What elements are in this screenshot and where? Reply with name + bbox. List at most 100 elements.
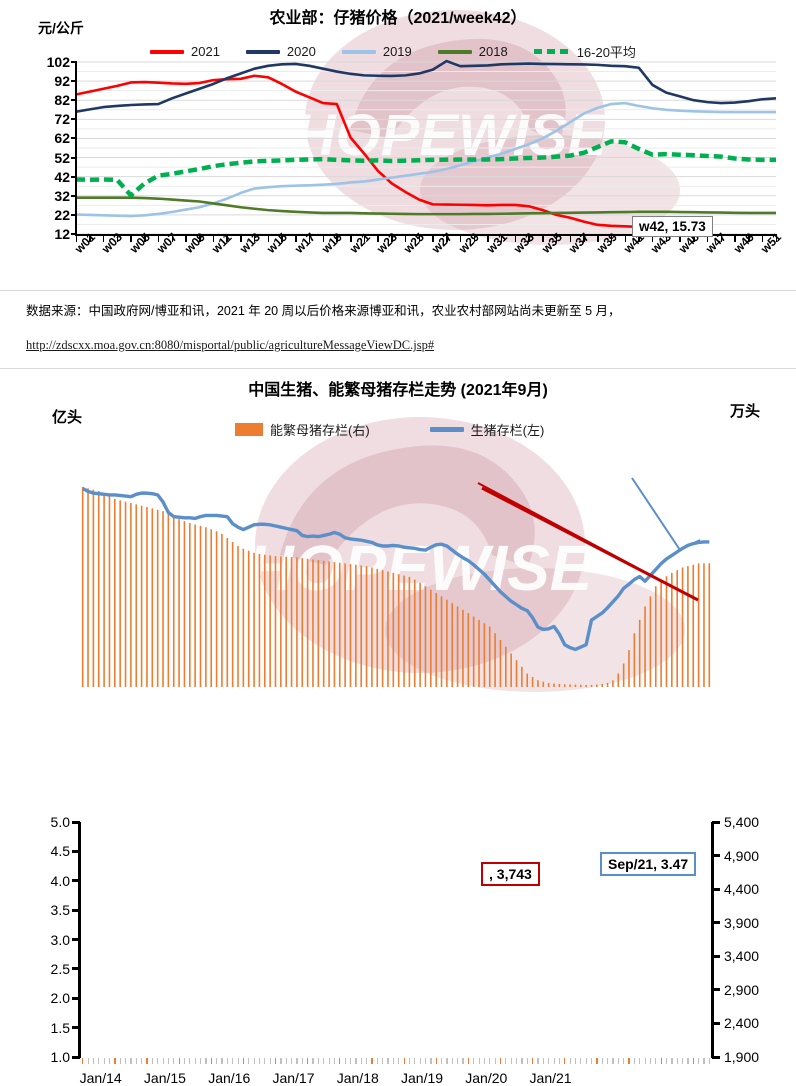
legend-line-2019: [341, 49, 376, 54]
chart2-xtick-mark: [660, 1058, 662, 1064]
chart2-xtick-mark: [499, 1058, 502, 1064]
chart2-xtick-label: Jan/21: [529, 1070, 572, 1086]
chart1-xtick-mark: [583, 236, 585, 242]
chart2-legend: 能繁母猪存栏(右) 生猪存栏(左): [235, 420, 570, 439]
chart2-xtick-mark: [328, 1058, 330, 1064]
chart2-xtick-mark: [532, 1058, 534, 1064]
chart1-xtick-mark: [363, 236, 366, 242]
chart1-xtick-mark: [226, 236, 228, 242]
chart2-xtick-mark: [682, 1058, 684, 1064]
chart1-xtick-mark: [693, 236, 695, 242]
chart2-xtick-mark: [130, 1058, 132, 1064]
chart2-xtick-mark: [419, 1058, 421, 1064]
chart2-xtick-mark: [333, 1058, 336, 1064]
legend-item-2019[interactable]: 2019: [341, 44, 412, 59]
chart1-y-axis-line: [75, 62, 77, 235]
chart2-xtick-label: Jan/16: [208, 1070, 251, 1086]
chart2-xtick-mark: [510, 1058, 512, 1064]
legend-label-2020: 2020: [286, 44, 316, 59]
chart2-xtick-mark: [87, 1058, 89, 1064]
chart1-xtick-mark: [446, 236, 448, 242]
legend-item-sow[interactable]: 能繁母猪存栏(右): [235, 420, 370, 439]
chart1-xtick-mark: [734, 236, 736, 242]
chart2-xtick-mark: [108, 1058, 111, 1064]
chart1-ytick: 52: [54, 149, 70, 166]
chart2-xtick-mark: [692, 1058, 694, 1064]
chart1-xtick-mark: [459, 236, 462, 242]
source-url-link[interactable]: http://zdscxx.moa.gov.cn:8080/misportal/…: [26, 338, 435, 352]
legend-item-2020[interactable]: 2020: [245, 44, 316, 59]
chart2-xtick-mark: [596, 1058, 598, 1064]
chart1-x-axis-line: [75, 234, 777, 236]
chart2-xtick-mark: [628, 1058, 630, 1064]
chart2-xtick-mark: [280, 1058, 282, 1064]
chart2-xtick-mark: [221, 1058, 223, 1064]
chart2-xtick-mark: [398, 1058, 400, 1064]
chart2-left-ytick: 1.0: [50, 1049, 70, 1065]
chart1-ytick-mark: [71, 137, 77, 140]
legend-swatch-sow: [235, 423, 263, 436]
chart1-xtick-mark: [473, 236, 476, 242]
chart1-xtick-mark: [185, 236, 187, 242]
chart2-xtick-mark: [558, 1058, 561, 1064]
chart2-xtick-mark: [489, 1058, 491, 1064]
chart1-xtick-mark: [267, 236, 270, 242]
chart1-xtick-mark: [761, 236, 764, 242]
chart1-xtick-mark: [75, 236, 77, 242]
chart2-xtick-mark: [435, 1058, 437, 1064]
chart2-xtick-mark: [371, 1058, 373, 1064]
chart1-xtick-mark: [610, 236, 613, 242]
chart2-xtick-mark: [258, 1058, 261, 1064]
chart1-title: 农业部：仔猪价格（2021/week42）: [269, 10, 527, 27]
chart2-right-ytick: 2,900: [724, 981, 760, 998]
chart2-xtick-label: Jan/18: [336, 1070, 379, 1086]
chart2-xtick-mark: [478, 1058, 480, 1064]
chart1-ytick: 22: [54, 206, 70, 223]
chart2-left-ytick: 4.5: [50, 843, 70, 860]
chart2-xtick-mark: [403, 1058, 405, 1064]
series-line-2019: [76, 103, 776, 216]
chart2-xtick-mark: [344, 1058, 346, 1064]
chart1-xtick-mark: [212, 236, 215, 242]
callout-hog-value[interactable]: Sep/21, 3.47: [600, 852, 697, 876]
chart2-xtick-mark: [633, 1058, 636, 1064]
chart2-xtick-mark: [269, 1058, 271, 1064]
chart2-xtick-mark: [473, 1058, 475, 1064]
chart2-xtick-mark: [516, 1058, 518, 1064]
series-line-2020: [76, 61, 776, 112]
chart1-xtick-mark: [665, 236, 668, 242]
chart2-xtick-mark: [607, 1058, 609, 1064]
chart2-xtick-mark: [446, 1058, 448, 1064]
chart2-xtick-mark: [216, 1058, 218, 1064]
chart1-ytick: 82: [54, 92, 70, 109]
legend-item-2021[interactable]: 2021: [150, 44, 220, 59]
chart2-xtick-mark: [703, 1058, 705, 1064]
chart2-xtick-mark: [687, 1058, 689, 1064]
chart2-xtick-label: Jan/15: [143, 1070, 186, 1086]
chart2-xtick-mark: [676, 1058, 678, 1064]
chart1-xtick-mark: [500, 236, 503, 242]
legend-item-2018[interactable]: 2018: [437, 44, 508, 59]
chart1-xtick-mark: [720, 236, 723, 242]
section-divider-bottom: [0, 368, 796, 369]
callout-sow-value[interactable]: , 3,743: [481, 862, 540, 886]
chart2-xtick-mark: [494, 1058, 496, 1064]
chart1-ytick-mark: [71, 156, 77, 159]
chart1-xtick-mark: [679, 236, 681, 242]
callout-w42[interactable]: w42, 15.73: [632, 216, 713, 237]
chart1-xtick-mark: [322, 236, 325, 242]
chart2-right-axis-unit: 万头: [730, 403, 761, 420]
chart1-xtick-mark: [171, 236, 174, 242]
chart2-title: 中国生猪、能繁母猪存栏走势 (2021年9月): [248, 382, 548, 399]
series-line-16-20平均: [76, 141, 776, 195]
chart2-xtick-mark: [612, 1058, 614, 1064]
chart1-ytick: 32: [54, 187, 70, 204]
chart1-plot-area: [76, 62, 776, 234]
chart1-ytick: 12: [54, 226, 70, 242]
legend-item-hog[interactable]: 生猪存栏(左): [429, 420, 544, 439]
chart2-xtick-mark: [644, 1058, 646, 1064]
legend-item-avg[interactable]: 16-20平均: [533, 42, 636, 61]
chart1-xtick-mark: [775, 236, 777, 242]
chart2-xtick-label: Jan/14: [79, 1070, 122, 1086]
chart2-xtick-mark: [553, 1058, 555, 1064]
